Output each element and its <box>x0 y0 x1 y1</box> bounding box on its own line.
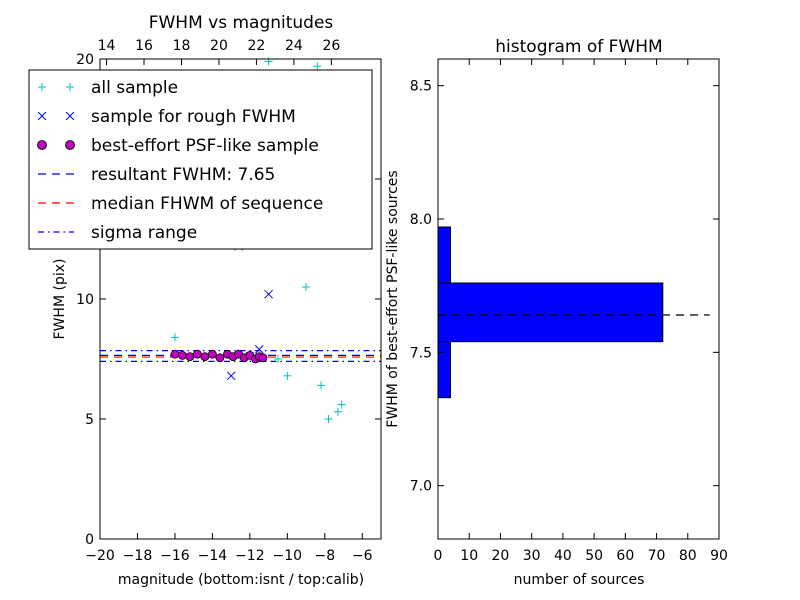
top-tick-label: 24 <box>285 38 303 54</box>
hist-x-tick-label: 20 <box>492 548 510 564</box>
point-2-0 <box>170 349 180 359</box>
hist-y-tick-label: 7.5 <box>410 345 432 361</box>
scatter-x-axis-label: magnitude (bottom:isnt / top:calib) <box>118 572 364 588</box>
legend-entry-1: sample for rough FWHM <box>37 107 296 127</box>
histogram-x-axis-label: number of sources <box>514 572 645 588</box>
point-2-4 <box>200 352 210 362</box>
legend-marker-a <box>37 111 47 121</box>
point-0-12 <box>337 400 346 409</box>
point-2-3 <box>193 349 202 359</box>
legend-label: median FHWM of sequence <box>91 194 323 214</box>
legend-marker-b-b <box>65 111 75 121</box>
scatter-legend: all sample sample for rough FWHM best-effo… <box>28 69 373 250</box>
legend-entry-5: sigma range <box>38 223 197 243</box>
top-tick-label: 20 <box>210 38 228 54</box>
legend-marker-a <box>37 140 47 150</box>
point-0-13 <box>317 381 326 390</box>
series-2 <box>170 349 268 364</box>
point-2-5 <box>207 349 217 359</box>
legend-marker-b <box>66 83 74 91</box>
histogram-axis-ticks: 0 10 20 30 40 50 60 70 80 90 7.0 7.5 8.0 8.5 <box>410 59 728 564</box>
legend-label: resultant FWHM: 7.65 <box>91 165 275 185</box>
point-0-0 <box>170 333 179 342</box>
point-0-6 <box>302 283 311 291</box>
top-tick-label: 22 <box>248 38 266 54</box>
hist-x-tick-label: 40 <box>554 548 572 564</box>
legend-entry-0: all sample <box>38 78 178 98</box>
point-1-3-b <box>264 289 273 299</box>
legend-label: all sample <box>91 78 178 98</box>
histogram-plot-frame <box>437 58 720 540</box>
hist-y-tick-label: 8.5 <box>410 79 432 95</box>
legend-entry-2: best-effort PSF-like sample <box>37 136 319 156</box>
histogram-bar-0 <box>437 341 451 399</box>
scatter-y-axis-label: FWHM (pix) <box>52 259 68 340</box>
y-tick-label: 0 <box>85 532 94 548</box>
point-1-6-b <box>254 345 264 354</box>
x-tick-label: −16 <box>160 548 190 564</box>
x-tick-label: −6 <box>352 548 373 564</box>
legend-entry-4: median FHWM of sequence <box>38 194 323 214</box>
point-2-2 <box>185 352 195 362</box>
point-1-4 <box>226 371 236 381</box>
top-tick-label: 18 <box>173 38 191 54</box>
point-2-1 <box>178 350 187 360</box>
hist-x-tick-label: 50 <box>585 548 603 564</box>
top-tick-label: 26 <box>322 38 340 54</box>
point-0-3 <box>283 371 292 380</box>
x-tick-label: −12 <box>235 548 265 564</box>
legend-label: best-effort PSF-like sample <box>91 136 319 156</box>
top-tick-label: 14 <box>98 38 116 54</box>
x-tick-label: −14 <box>198 548 228 564</box>
scatter-title: FWHM vs magnitudes <box>149 13 334 33</box>
point-1-4-b <box>226 371 236 381</box>
legend-box <box>28 69 373 250</box>
histogram-bar-1 <box>437 282 664 343</box>
legend-entry-3: resultant FWHM: 7.65 <box>38 165 275 185</box>
hist-x-tick-label: 60 <box>616 548 634 564</box>
legend-marker-a <box>38 83 46 91</box>
histogram-title: histogram of FWHM <box>495 37 662 57</box>
hist-x-tick-label: 80 <box>679 548 697 564</box>
legend-marker-b <box>65 140 75 150</box>
point-2-14 <box>258 353 268 363</box>
x-tick-label: −8 <box>314 548 335 564</box>
y-tick-label: 10 <box>76 292 94 308</box>
point-0-8 <box>313 62 322 71</box>
scatter-panel: −20−18−16−14−12−10−8−6051015201416182022… <box>28 13 382 588</box>
hist-x-tick-label: 90 <box>710 548 728 564</box>
legend-marker-a-b <box>37 111 47 121</box>
histogram-y-axis-label: FWHM of best-effort PSF-like sources <box>385 170 401 427</box>
legend-label: sample for rough FWHM <box>91 107 296 127</box>
x-tick-label: −18 <box>123 548 153 564</box>
hist-x-tick-label: 0 <box>434 548 443 564</box>
point-0-11 <box>333 407 342 416</box>
point-1-3 <box>264 289 273 299</box>
y-tick-label: 5 <box>85 412 94 428</box>
point-1-6 <box>254 345 264 354</box>
point-2-6 <box>215 353 225 363</box>
hist-x-tick-label: 70 <box>648 548 666 564</box>
histogram-bar-2 <box>437 226 451 284</box>
point-0-2 <box>273 355 282 363</box>
hist-y-tick-label: 7.0 <box>410 479 432 495</box>
x-tick-label: −20 <box>85 548 115 564</box>
y-tick-label: 20 <box>76 52 94 68</box>
x-tick-label: −10 <box>273 548 303 564</box>
point-0-10 <box>324 415 333 423</box>
legend-label: sigma range <box>91 223 197 243</box>
top-tick-label: 16 <box>135 38 153 54</box>
histogram-panel: 0 10 20 30 40 50 60 70 80 90 7.0 7.5 8.0 8.5 histogra… <box>385 37 728 588</box>
legend-marker-b <box>65 111 75 121</box>
histogram-plot-area <box>437 226 710 399</box>
hist-x-tick-label: 10 <box>460 548 478 564</box>
hist-y-tick-label: 8.0 <box>410 212 432 228</box>
hist-x-tick-label: 30 <box>523 548 541 564</box>
